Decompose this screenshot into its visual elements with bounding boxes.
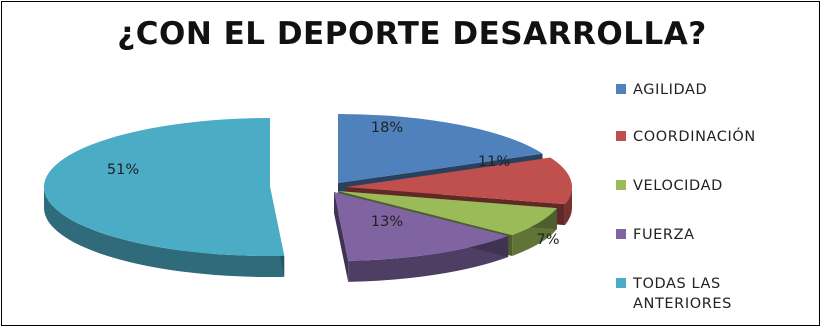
legend-label-velocidad: VELOCIDAD xyxy=(633,178,723,194)
data-label-velocidad: 7% xyxy=(536,232,559,248)
legend-swatch-todas-las-anteriores xyxy=(616,278,626,288)
legend-label-coordinacion: COORDINACIÓN xyxy=(633,129,756,145)
slice-velocidad xyxy=(338,191,557,235)
legend-swatch-velocidad xyxy=(616,180,626,190)
slice-agilidad xyxy=(338,114,543,183)
slice-side-coordinacion xyxy=(564,187,572,226)
data-label-coordinacion: 11% xyxy=(478,154,510,170)
data-label-fuerza: 13% xyxy=(371,214,403,230)
legend-swatch-fuerza xyxy=(616,229,626,239)
slice-cut-face-fuerza-1 xyxy=(334,192,349,282)
slice-coordinacion xyxy=(346,157,572,205)
data-label-agilidad: 18% xyxy=(371,120,403,136)
slice-side-todas-las-anteriores xyxy=(44,187,285,277)
data-label-todas-las-anteriores: 51% xyxy=(107,162,139,178)
slice-todas-las-anteriores xyxy=(44,118,285,256)
slice-side-fuerza xyxy=(348,235,509,282)
slice-fuerza xyxy=(334,192,509,261)
legend-swatch-coordinacion xyxy=(616,131,626,141)
legend-label-fuerza: FUERZA xyxy=(633,227,695,243)
legend-label-todas-las-anteriores: TODAS LAS ANTERIORES xyxy=(633,276,732,312)
legend-swatch-agilidad xyxy=(616,84,626,94)
legend-label-agilidad: AGILIDAD xyxy=(633,82,708,98)
chart-title: ¿CON EL DEPORTE DESARROLLA? xyxy=(117,16,707,52)
